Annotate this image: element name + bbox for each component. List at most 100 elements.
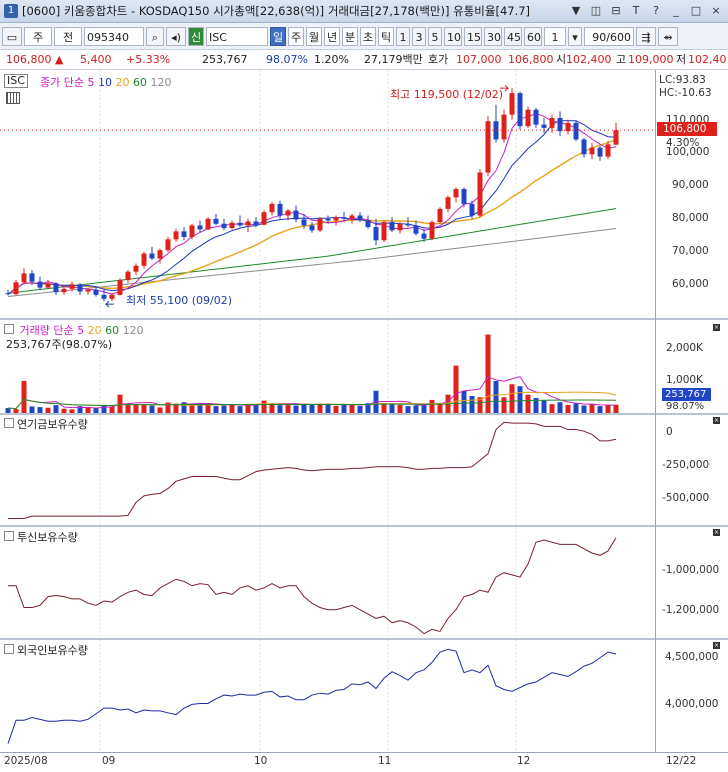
chevron-down-icon[interactable]: ▾ (568, 26, 582, 46)
stock-code-input[interactable]: 095340 (84, 26, 144, 46)
panel-divider[interactable] (0, 525, 728, 527)
price-chart[interactable] (0, 70, 655, 318)
restore-icon[interactable]: ◫ (590, 4, 602, 17)
text-icon[interactable]: T (632, 4, 640, 17)
maximize-icon[interactable]: □ (690, 4, 702, 17)
legend-ma60[interactable]: 60 (132, 76, 147, 89)
interval-second[interactable]: 초 (360, 26, 376, 46)
collapse-icon[interactable] (4, 324, 14, 334)
candle-body (517, 93, 523, 127)
volume-bar (565, 404, 571, 413)
volume-bar (21, 380, 27, 413)
minute-3[interactable]: 3 (412, 26, 426, 46)
volume-ma60[interactable]: 60 (105, 324, 120, 337)
open-label: 시 (556, 53, 567, 66)
interval-month[interactable]: 월 (306, 26, 322, 46)
close-icon[interactable]: × (713, 642, 720, 649)
volume-bar (181, 402, 187, 413)
volume-y-tick: 2,000K (666, 342, 703, 354)
volume-bar (421, 404, 427, 413)
period-type-select[interactable]: 주 (24, 26, 52, 46)
candle-body (573, 122, 579, 140)
volume-bar (237, 406, 243, 413)
collapse-icon[interactable] (4, 531, 14, 541)
volume-ma5[interactable]: 5 (77, 324, 85, 337)
close-icon[interactable]: × (713, 324, 720, 331)
low-label: 저 (676, 53, 687, 66)
minute-10[interactable]: 10 (444, 26, 462, 46)
chart-menu-icon[interactable]: ▭ (2, 26, 22, 46)
close-icon[interactable]: × (711, 4, 721, 17)
price-type-select[interactable]: 전 (54, 26, 82, 46)
minute-5[interactable]: 5 (428, 26, 442, 46)
count-input[interactable]: 1 (544, 26, 566, 46)
volume-bar (69, 409, 75, 413)
minute-15[interactable]: 15 (464, 26, 482, 46)
trust-chart[interactable] (0, 527, 655, 638)
volume-ma20[interactable]: 20 (87, 324, 102, 337)
volume-bar (381, 403, 387, 413)
x-axis-line (0, 752, 728, 753)
minute-30[interactable]: 30 (484, 26, 502, 46)
close-icon[interactable]: × (713, 417, 720, 424)
volume: 253,767 (202, 53, 248, 66)
volume-bar (293, 405, 299, 413)
candle-body (285, 210, 291, 216)
candle-body (613, 130, 619, 145)
pension-label: 연기금보유수량 (4, 416, 88, 432)
close-icon[interactable]: × (713, 529, 720, 536)
interval-day[interactable]: 일 (270, 26, 286, 46)
volume-bar (413, 405, 419, 413)
foreign-chart[interactable] (0, 640, 655, 752)
candle-body (229, 222, 235, 229)
grid-icon[interactable] (6, 92, 20, 104)
minute-60[interactable]: 60 (524, 26, 542, 46)
volume-bar (525, 394, 531, 413)
high-label: 고 (616, 53, 627, 66)
x-tick: 2025/08 (4, 755, 48, 767)
interval-year[interactable]: 년 (324, 26, 340, 46)
panel-divider[interactable] (0, 413, 728, 415)
volume-bar (365, 403, 371, 413)
window-number: 1 (4, 4, 18, 18)
candle-body (301, 219, 307, 226)
volume-chart[interactable] (0, 320, 655, 413)
candle-body (277, 203, 283, 216)
legend-ma20[interactable]: 20 (115, 76, 130, 89)
minimize-icon[interactable]: _ (673, 4, 679, 17)
interval-minute[interactable]: 분 (342, 26, 358, 46)
collapse-icon[interactable] (4, 644, 14, 654)
legend-ma120[interactable]: 120 (150, 76, 172, 89)
panel-divider[interactable] (0, 318, 728, 320)
candle-body (477, 172, 483, 216)
zoom-in-icon[interactable]: ⇶ (636, 26, 656, 46)
help-icon[interactable]: ? (653, 4, 659, 17)
volume-bar (141, 404, 147, 413)
zoom-out-icon[interactable]: ⇴ (658, 26, 678, 46)
volume-bar (453, 365, 459, 413)
shin-badge[interactable]: 신 (188, 26, 204, 46)
tile-icon[interactable]: ⊟ (611, 4, 621, 17)
range-input[interactable]: 90/600 (584, 26, 634, 46)
collapse-icon[interactable] (4, 418, 14, 428)
ma20-line (7, 139, 617, 295)
candle-body (253, 221, 259, 225)
interval-week[interactable]: 주 (288, 26, 304, 46)
candle-body (77, 284, 83, 292)
minute-45[interactable]: 45 (504, 26, 522, 46)
panel-divider[interactable] (0, 638, 728, 640)
hc-value: HC:-10.63 (659, 87, 712, 99)
volume-ma120[interactable]: 120 (122, 324, 144, 337)
speaker-icon[interactable]: ◂) (166, 26, 186, 46)
volume-bar (5, 408, 11, 413)
pension-chart[interactable] (0, 415, 655, 525)
legend-ma10[interactable]: 10 (97, 76, 112, 89)
price-panel-tag[interactable]: ISC (4, 74, 28, 88)
minute-1[interactable]: 1 (396, 26, 410, 46)
interval-tick[interactable]: 틱 (378, 26, 394, 46)
candle-body (133, 265, 139, 272)
legend-ma5[interactable]: 5 (87, 76, 95, 89)
search-icon[interactable]: ⌕ (146, 26, 164, 46)
candle-body (261, 212, 267, 225)
dropdown-icon[interactable]: ▼ (571, 4, 581, 17)
